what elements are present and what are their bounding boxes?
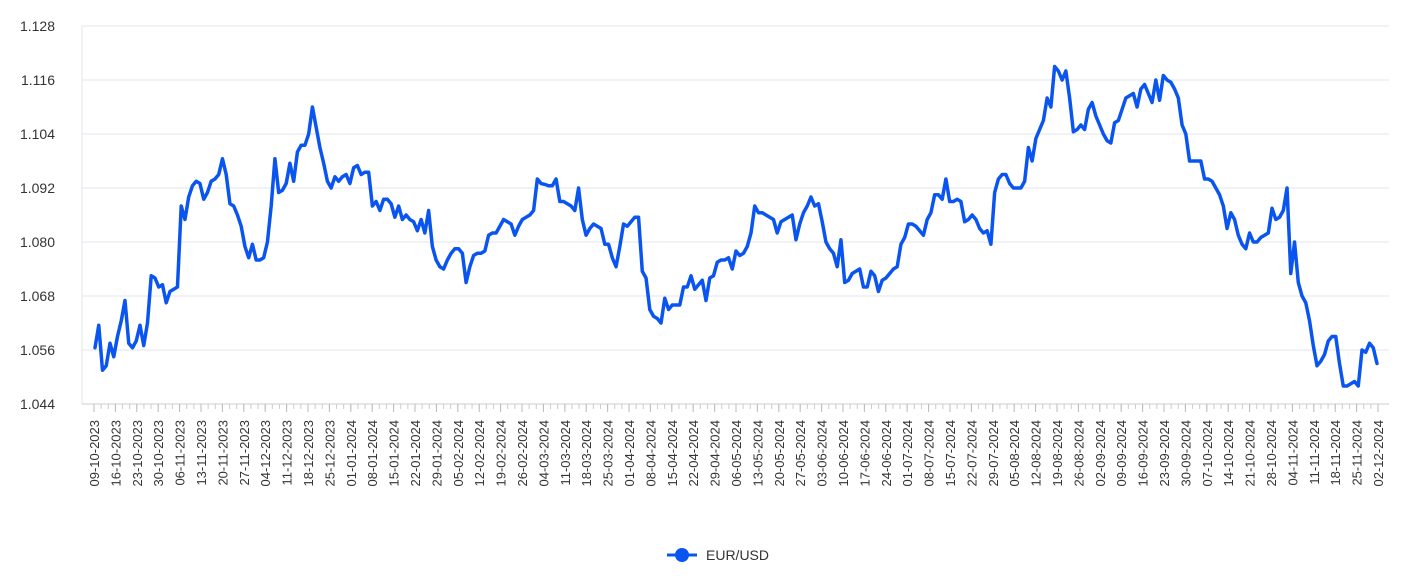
x-tick-label: 08-07-2024	[922, 420, 937, 487]
legend-label[interactable]: EUR/USD	[706, 547, 769, 563]
x-tick-label: 01-01-2024	[344, 420, 359, 487]
x-tick-label: 02-09-2024	[1093, 420, 1108, 487]
x-tick-label: 22-01-2024	[408, 420, 423, 487]
y-tick-label: 1.092	[20, 180, 55, 196]
x-tick-label: 05-02-2024	[451, 420, 466, 487]
x-tick-label: 26-02-2024	[515, 420, 530, 487]
x-tick-label: 08-04-2024	[643, 420, 658, 487]
x-tick-label: 04-12-2023	[258, 420, 273, 487]
grid-lines	[81, 25, 1389, 405]
x-tick-label: 10-06-2024	[836, 420, 851, 487]
x-tick-label: 09-09-2024	[1114, 420, 1129, 487]
x-tick-label: 22-07-2024	[964, 420, 979, 487]
x-tick-label: 24-06-2024	[879, 420, 894, 487]
x-tick-label: 17-06-2024	[857, 420, 872, 487]
series-lines	[93, 64, 1379, 388]
x-tick-label: 29-01-2024	[429, 420, 444, 487]
x-tick-label: 08-01-2024	[365, 420, 380, 487]
x-tick-label: 06-11-2023	[173, 420, 188, 486]
x-tick-label: 16-10-2023	[108, 420, 123, 487]
x-tick-label: 16-09-2024	[1136, 420, 1151, 487]
x-tick-label: 13-05-2024	[750, 420, 765, 487]
x-tick-label: 19-08-2024	[1050, 420, 1065, 487]
x-tick-label: 04-11-2024	[1285, 420, 1300, 486]
x-tick-label: 18-03-2024	[579, 420, 594, 487]
x-tick-label: 29-04-2024	[708, 420, 723, 487]
x-tick-label: 21-10-2024	[1243, 420, 1258, 487]
y-tick-label: 1.056	[20, 342, 55, 358]
x-tick-label: 06-05-2024	[729, 420, 744, 487]
x-tick-label: 25-12-2023	[322, 420, 337, 487]
y-tick-label: 1.080	[20, 234, 55, 250]
x-tick-label: 23-10-2023	[130, 420, 145, 487]
series-line-eur-usd	[93, 64, 1379, 388]
x-tick-label: 20-05-2024	[772, 420, 787, 487]
x-tick-label: 07-10-2024	[1200, 420, 1215, 487]
x-tick-label: 04-03-2024	[536, 420, 551, 487]
x-tick-label: 11-03-2024	[558, 420, 573, 486]
x-tick-label: 18-11-2024	[1328, 420, 1343, 486]
x-tick-label: 27-11-2023	[237, 420, 252, 486]
x-tick-label: 25-11-2024	[1350, 420, 1365, 486]
y-tick-label: 1.116	[21, 72, 55, 88]
x-tick-label: 23-09-2024	[1157, 420, 1172, 487]
x-tick-label: 01-07-2024	[900, 420, 915, 487]
x-tick-label: 01-04-2024	[622, 420, 637, 487]
y-tick-label: 1.128	[20, 18, 55, 34]
y-axis-ticks: 1.044 1.056 1.068 1.080 1.092 1.104 1.116 1.128	[20, 18, 55, 412]
y-tick-label: 1.104	[20, 126, 55, 142]
x-tick-label: 12-08-2024	[1029, 420, 1044, 487]
x-tick-label: 15-07-2024	[943, 420, 958, 487]
x-tick-label: 02-12-2024	[1371, 420, 1386, 487]
x-tick-label: 25-03-2024	[601, 420, 616, 487]
x-tick-label: 14-10-2024	[1221, 420, 1236, 487]
x-tick-label: 18-12-2023	[301, 420, 316, 487]
x-tick-label: 29-07-2024	[986, 420, 1001, 487]
x-tick-label: 30-09-2024	[1178, 420, 1193, 487]
x-tick-label: 12-02-2024	[472, 420, 487, 487]
x-tick-label: 09-10-2023	[87, 420, 102, 487]
x-tick-label: 28-10-2024	[1264, 420, 1279, 487]
y-tick-label: 1.044	[20, 396, 55, 412]
x-tick-label: 22-04-2024	[686, 420, 701, 487]
x-tick-label: 26-08-2024	[1071, 420, 1086, 487]
x-tick-label: 30-10-2023	[151, 420, 166, 487]
y-tick-label: 1.068	[20, 288, 55, 304]
x-tick-label: 11-12-2023	[280, 420, 295, 486]
x-tick-label: 13-11-2023	[194, 420, 209, 486]
x-axis: 09-10-2023 16-10-2023 23-10-2023 30-10-2023…	[82, 403, 1389, 487]
x-tick-label: 11-11-2024	[1307, 420, 1322, 485]
legend-circle-marker	[675, 548, 689, 562]
x-tick-label: 05-08-2024	[1007, 420, 1022, 487]
x-tick-label: 20-11-2023	[215, 420, 230, 486]
x-tick-label: 15-01-2024	[387, 420, 402, 487]
x-tick-label: 03-06-2024	[815, 420, 830, 487]
x-tick-label: 15-04-2024	[665, 420, 680, 487]
legend[interactable]: EUR/USD	[667, 547, 769, 563]
x-tick-label: 27-05-2024	[793, 420, 808, 487]
x-tick-label: 19-02-2024	[494, 420, 509, 487]
